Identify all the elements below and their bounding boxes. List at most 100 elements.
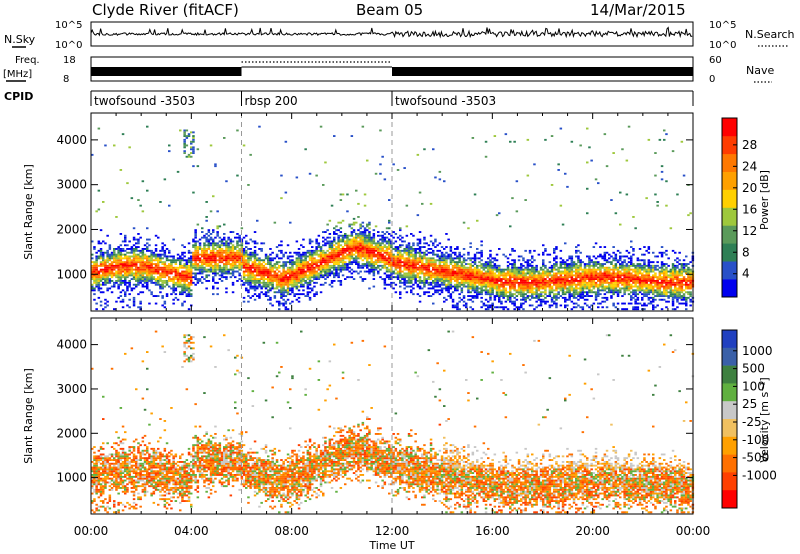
freq-panel: Freq. [MHz] 18 8 60 0 Nave: [3, 55, 774, 85]
power-cell: [542, 300, 545, 303]
power-cell: [502, 272, 505, 275]
power-cell: [97, 242, 101, 245]
power-cell: [476, 280, 479, 282]
power-cell: [436, 249, 439, 252]
power-cell: [399, 276, 402, 279]
power-cell: [605, 266, 609, 269]
power-cell: [183, 152, 186, 154]
power-cell: [322, 264, 325, 267]
power-cell: [146, 259, 149, 262]
power-cell: [359, 255, 362, 258]
power-cell: [141, 285, 145, 288]
power-cell: [506, 264, 510, 267]
power-cell: [561, 291, 565, 294]
power-cell: [137, 242, 140, 245]
power-cell: [170, 266, 173, 269]
power-cell: [275, 281, 279, 284]
power-cell: [390, 259, 393, 262]
power-cell: [148, 257, 151, 260]
power-cell: [469, 298, 472, 301]
power-cell: [500, 272, 503, 275]
power-cell: [311, 264, 314, 267]
power-cell: [212, 272, 215, 275]
power-cell: [196, 266, 200, 269]
power-cell: [97, 264, 101, 267]
power-cell: [121, 270, 125, 273]
power-cell: [425, 274, 428, 277]
power-cell: [157, 266, 160, 269]
power-cell: [405, 225, 409, 228]
power-cell: [520, 289, 523, 292]
power-cell: [511, 280, 514, 282]
power-cell: [462, 296, 466, 299]
power-cell: [260, 264, 263, 267]
power-cell: [179, 274, 182, 277]
power-cell: [139, 264, 142, 267]
power-cell: [579, 261, 582, 264]
power-cell: [546, 272, 549, 275]
power-cell: [238, 253, 241, 256]
power-cell: [245, 274, 248, 277]
power-cell: [115, 255, 118, 258]
power-cell: [429, 295, 433, 297]
power-cell: [509, 140, 512, 143]
power-cell: [225, 244, 228, 247]
power-cell: [478, 280, 481, 282]
power-cell: [355, 221, 358, 224]
power-cell: [449, 263, 453, 265]
power-cell: [443, 270, 446, 273]
power-cell: [447, 274, 450, 277]
power-cell: [333, 257, 336, 260]
power-cell: [357, 233, 360, 235]
power-cell: [253, 257, 257, 260]
power-cell: [198, 280, 202, 282]
power-cell: [394, 255, 398, 258]
power-cell: [517, 259, 521, 262]
power-cell: [289, 283, 292, 286]
power-cell: [113, 285, 116, 288]
power-cell: [546, 276, 549, 279]
power-cell: [451, 278, 455, 280]
power-cell: [348, 261, 351, 264]
power-cell: [341, 234, 345, 237]
power-cell: [588, 268, 591, 271]
power-cell: [473, 255, 477, 258]
power-cell: [517, 308, 521, 311]
power-cell: [183, 278, 186, 280]
power-cell: [454, 285, 457, 288]
power-cell: [366, 261, 369, 264]
power-cell: [218, 264, 222, 267]
power-cell: [278, 302, 281, 305]
power-cell: [506, 261, 510, 264]
power-cell: [333, 248, 336, 250]
power-cell: [616, 280, 620, 282]
power-cell: [570, 257, 574, 260]
power-cell: [157, 268, 160, 271]
power-cell: [394, 246, 398, 248]
power-cell: [150, 259, 153, 262]
power-cell: [462, 295, 466, 297]
power-cell: [372, 240, 376, 243]
power-cell: [500, 306, 503, 309]
power-cell: [399, 249, 402, 252]
power-cell: [297, 270, 301, 273]
power-cell: [493, 285, 497, 288]
power-cell: [583, 291, 587, 294]
power-cell: [348, 253, 351, 256]
power-cell: [106, 268, 109, 271]
power-cell: [146, 268, 149, 271]
power-cell: [311, 259, 314, 262]
power-cell: [229, 240, 233, 243]
power-cell: [357, 255, 360, 258]
power-cell: [256, 280, 259, 282]
power-cell: [405, 244, 409, 247]
power-cell: [326, 268, 329, 271]
power-cell: [564, 281, 567, 284]
power-cell: [368, 257, 371, 260]
power-cell: [410, 249, 413, 252]
power-cell: [438, 242, 442, 245]
power-cell: [293, 251, 296, 254]
power-cell: [245, 246, 248, 248]
power-cell: [471, 272, 475, 275]
power-cell: [161, 246, 164, 248]
